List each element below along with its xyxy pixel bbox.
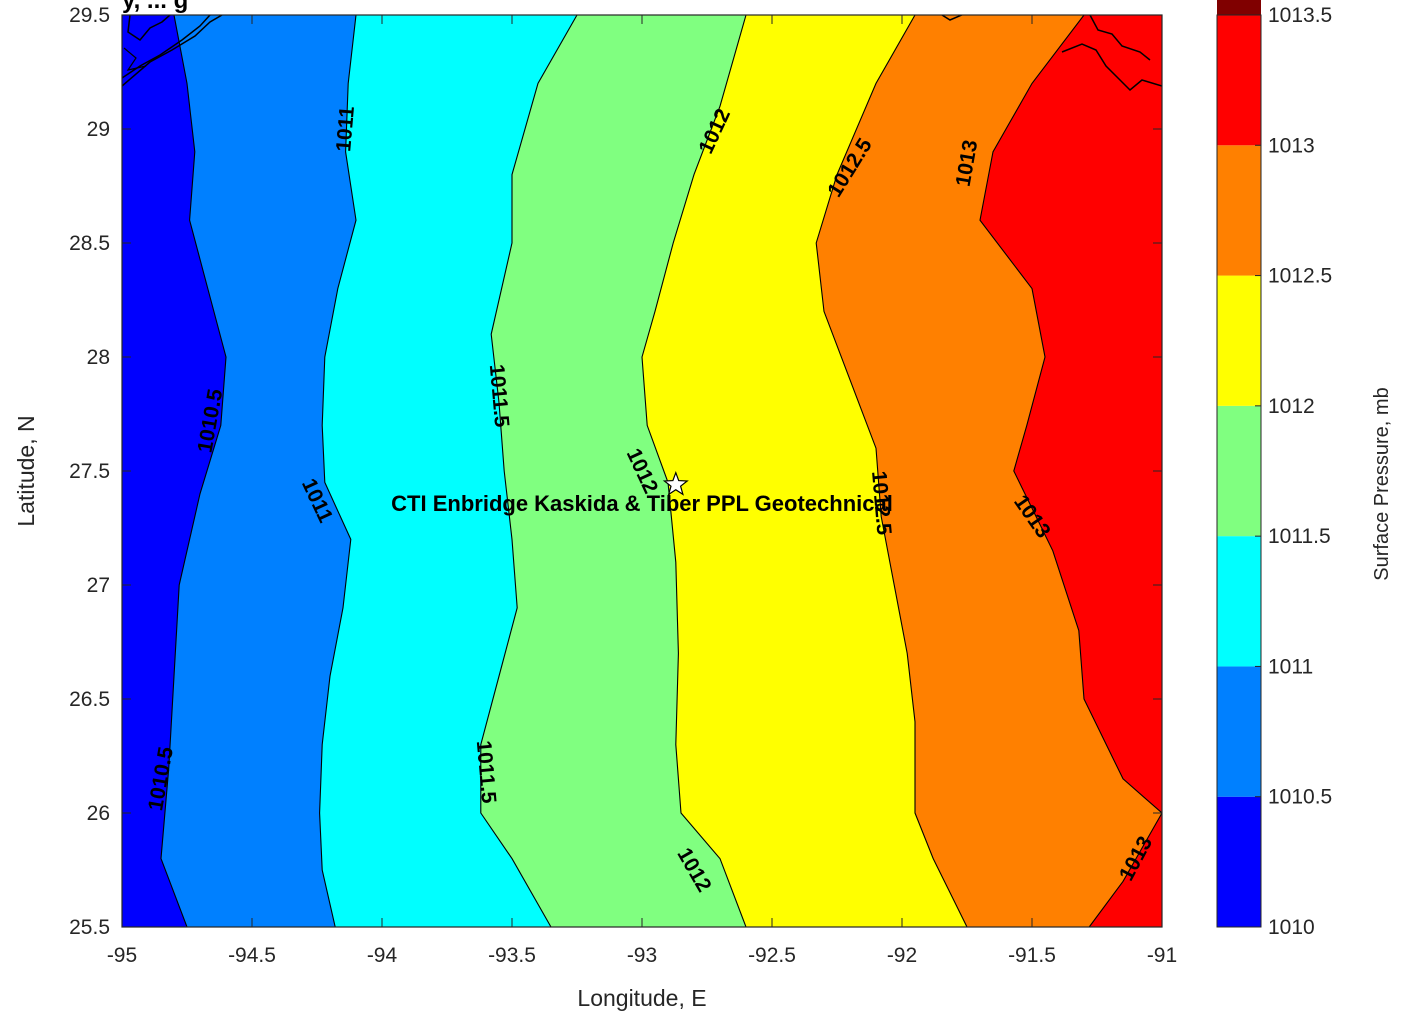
colorbar-tick-label: 1012 bbox=[1268, 395, 1315, 418]
colorbar-tick-label: 1010.5 bbox=[1268, 786, 1332, 809]
x-tick-label: -93.5 bbox=[488, 944, 536, 967]
contour-label: 1012.5 bbox=[867, 470, 896, 536]
colorbar-swatch bbox=[1217, 536, 1261, 667]
y-tick-label: 26 bbox=[87, 802, 110, 825]
colorbar-swatch bbox=[1217, 796, 1261, 927]
star-marker bbox=[662, 470, 689, 496]
band-fill-1013 bbox=[980, 15, 1162, 927]
colorbar: 1010 1010.5 1011 1011.5 1012 1012.5 1013 1013.5 bbox=[1216, 0, 1332, 939]
y-tick-label: 27.5 bbox=[69, 460, 110, 483]
y-tick-label: 27 bbox=[87, 574, 110, 597]
contour-label: 1011.5 bbox=[472, 740, 500, 805]
x-tick-label: -92.5 bbox=[748, 944, 796, 967]
x-tick-label: -91 bbox=[1147, 944, 1177, 967]
contour-lines bbox=[160, 15, 1162, 927]
colorbar-swatch bbox=[1217, 275, 1261, 406]
contour-line-1012 bbox=[641, 15, 747, 927]
contour-line-1011 bbox=[319, 15, 357, 927]
y-tick-label: 28 bbox=[87, 346, 110, 369]
contour-line-1012.5 bbox=[815, 15, 968, 927]
x-tick-label: -95 bbox=[107, 944, 137, 967]
contour-label: 1011 bbox=[332, 105, 359, 153]
colorbar-swatch bbox=[1217, 15, 1261, 146]
y-tick-label: 29 bbox=[87, 118, 110, 141]
x-tick-label: -92 bbox=[887, 944, 917, 967]
contour-fills bbox=[161, 15, 1162, 927]
colorbar-swatch bbox=[1217, 0, 1261, 16]
contour-label: 1011.5 bbox=[485, 363, 513, 428]
y-tick-label: 26.5 bbox=[69, 688, 110, 711]
x-axis-label: Longitude, E bbox=[577, 985, 706, 1011]
chart-title-fragment: y, ... g bbox=[122, 0, 188, 14]
x-tick-label: -93 bbox=[627, 944, 657, 967]
site-marker bbox=[662, 470, 689, 496]
colorbar-tick-label: 1011.5 bbox=[1268, 525, 1331, 548]
y-axis-ticks: 25.5 26 26.5 27 27.5 28 28.5 29 29.5 bbox=[69, 4, 1162, 939]
contour-line-1013 bbox=[979, 15, 1162, 927]
x-axis-ticks: -95 -94.5 -94 -93.5 -93 -92.5 -92 -91.5 -91 bbox=[107, 15, 1177, 967]
contour-line-1011.5 bbox=[480, 15, 578, 927]
x-tick-label: -94.5 bbox=[228, 944, 276, 967]
y-axis-label: Latitude, N bbox=[13, 415, 39, 526]
colorbar-frame bbox=[1216, 14, 1262, 928]
colorbar-label: Surface Pressure, mb bbox=[1371, 387, 1393, 580]
contour-line-1010.5 bbox=[160, 15, 227, 927]
coastline bbox=[122, 15, 1162, 92]
colorbar-tick-label: 1012.5 bbox=[1268, 265, 1332, 288]
y-tick-label: 28.5 bbox=[69, 232, 110, 255]
colorbar-tick-label: 1010 bbox=[1268, 916, 1315, 939]
colorbar-swatch bbox=[1217, 666, 1261, 797]
colorbar-tick-label: 1013 bbox=[1268, 134, 1315, 157]
colorbar-tick-label: 1013.5 bbox=[1268, 4, 1332, 27]
colorbar-swatch bbox=[1217, 145, 1261, 276]
x-tick-label: -94 bbox=[367, 944, 398, 967]
y-tick-label: 25.5 bbox=[69, 916, 110, 939]
x-tick-label: -91.5 bbox=[1008, 944, 1056, 967]
colorbar-swatch bbox=[1217, 405, 1261, 537]
site-annotation: CTI Enbridge Kaskida & Tiber PPL Geotech… bbox=[391, 491, 893, 516]
plot-area: 1010.51010.5101110111011.51011.510121012… bbox=[122, 15, 1162, 927]
y-tick-label: 29.5 bbox=[69, 4, 110, 27]
colorbar-tick-label: 1011 bbox=[1268, 655, 1313, 678]
